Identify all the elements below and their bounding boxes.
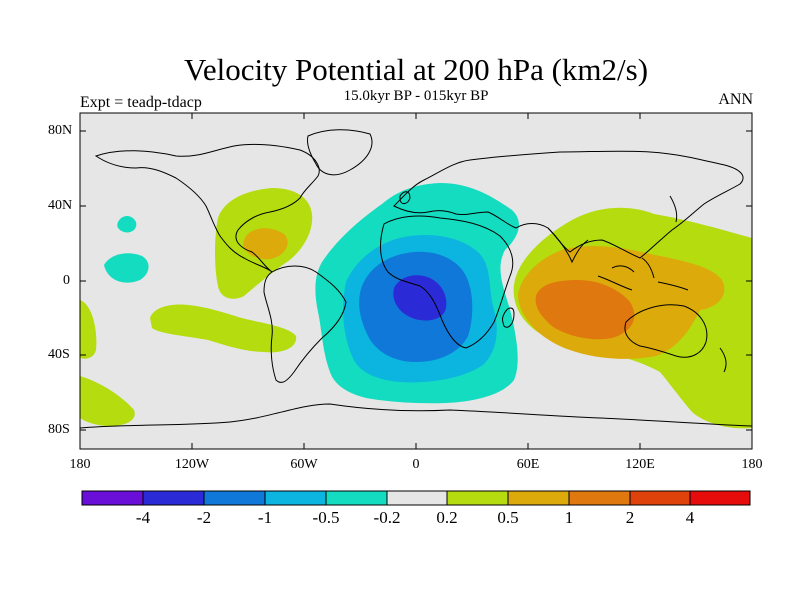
colorbar-label: 0.2 [436, 508, 458, 527]
colorbar-box [81, 490, 144, 506]
lon-label: 60W [290, 457, 318, 472]
experiment-label: Expt = teadp-tdacp [80, 94, 202, 111]
lat-label: 40S [48, 347, 70, 362]
coast-india [547, 227, 589, 264]
plot-title: Velocity Potential at 200 hPa (km2/s) [183, 52, 649, 87]
contour-pos-caribbean-0.5 [243, 228, 288, 260]
colorbar-box [264, 490, 327, 506]
colorbar-label: 1 [564, 508, 574, 527]
coastlines [80, 129, 752, 429]
lon-label: 180 [741, 457, 763, 472]
lon-label: 60E [516, 457, 540, 472]
coast-north-america [94, 143, 320, 273]
colorbar [81, 490, 751, 506]
colorbar-box [446, 490, 509, 506]
plot-subtitle: 15.0kyr BP - 015kyr BP [343, 88, 489, 104]
coast-australia [624, 304, 708, 358]
colorbar-box [689, 490, 751, 506]
contour-neg-small-b [117, 216, 137, 233]
colorbar-box [386, 490, 448, 506]
contour-neg-small-a [104, 253, 149, 283]
colorbar-label: 4 [685, 508, 695, 527]
contour-neg-0.2-north [412, 188, 488, 216]
colorbar-label: -0.5 [312, 508, 340, 527]
season-label: ANN [718, 91, 753, 108]
colorbar-label: 2 [625, 508, 635, 527]
lon-label: 120E [625, 457, 655, 472]
contour-fill-layer [80, 183, 752, 429]
colorbar-box [142, 490, 205, 506]
colorbar-box [507, 490, 570, 506]
lat-label: 0 [63, 273, 70, 288]
colorbar-label: -4 [135, 508, 151, 527]
colorbar-box [203, 490, 266, 506]
coast-indonesia [597, 257, 689, 291]
coast-africa [380, 215, 514, 349]
coast-britain [399, 191, 411, 205]
colorbar-label: -2 [196, 508, 212, 527]
coast-south-america [263, 265, 347, 383]
colorbar-label: -1 [257, 508, 273, 527]
lon-label: 180 [69, 457, 91, 472]
lat-label: 80S [48, 422, 70, 437]
colorbar-label: 0.5 [497, 508, 519, 527]
colorbar-box [629, 490, 691, 506]
contour-pos-west-edge [80, 300, 97, 359]
colorbar-box [568, 490, 631, 506]
coast-antarctica [80, 403, 752, 429]
coast-madagascar [502, 307, 515, 328]
lat-label: 40N [48, 198, 73, 213]
contour-pos-1 [535, 280, 635, 340]
colorbar-box [325, 490, 388, 506]
coast-greenland [307, 129, 373, 176]
contour-neg-2 [393, 275, 447, 321]
lon-label: 0 [412, 457, 420, 472]
contour-pos-pacific-band [150, 304, 297, 353]
lon-label: 120W [174, 457, 210, 472]
coast-eurasia [393, 150, 744, 259]
axis-ticks [80, 113, 752, 449]
lat-label: 80N [48, 123, 73, 138]
coast-japan [669, 195, 678, 223]
colorbar-label: -0.2 [373, 508, 401, 527]
contour-pos-southwest [80, 376, 135, 426]
coast-new-zealand [719, 347, 727, 373]
